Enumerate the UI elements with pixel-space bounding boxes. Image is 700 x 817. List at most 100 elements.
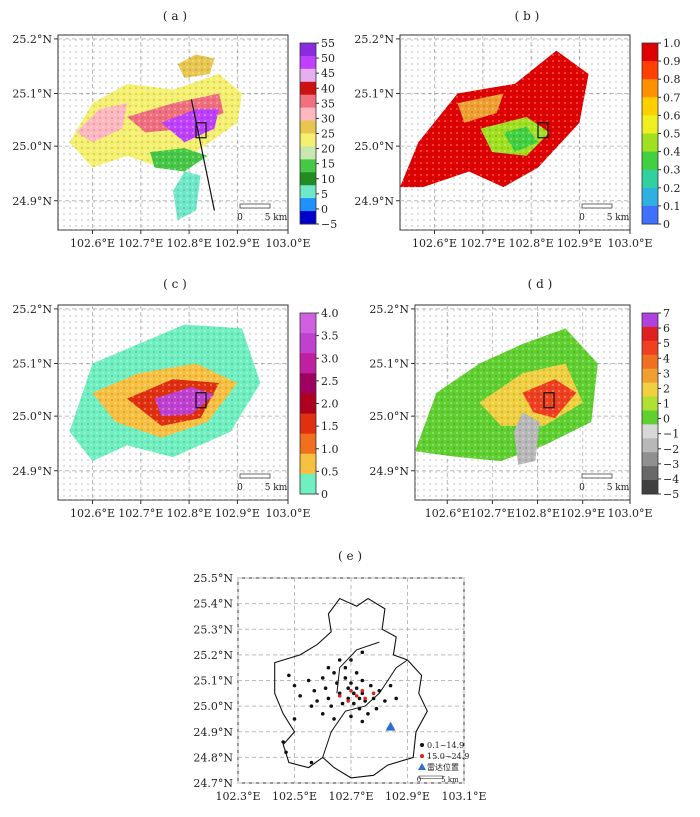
y-tick-label: 25.1°N <box>12 88 52 101</box>
station-point-low <box>309 704 314 708</box>
echo-texture <box>400 35 630 230</box>
radar-panel-a: ( a ) 0 5 km 25.2°N 25.1°N 25.0°N 24.9°N 102.6°… <box>12 9 337 250</box>
station-point-low <box>337 691 342 696</box>
x-tick-label: 102.7°E <box>328 790 373 803</box>
x-tick-label: 102.7°E <box>118 507 163 520</box>
colorbar-segment <box>300 313 316 334</box>
colorbar-tick-label: −5 <box>663 488 679 501</box>
station-point-low <box>368 683 373 688</box>
x-tick-label: 103.0°E <box>607 507 652 520</box>
colorbar-tick-label: 45 <box>321 67 335 80</box>
scalebar <box>581 473 613 479</box>
colorbar-tick-label: 0.5 <box>321 465 339 478</box>
colorbar-segment <box>642 368 658 384</box>
scalebar-end: 5 km <box>265 213 288 223</box>
scalebar-start: 0 <box>237 483 243 493</box>
colorbar-tick-label: 0.7 <box>663 91 681 104</box>
station-point-low <box>306 678 311 683</box>
colorbar-tick-label: 3.5 <box>321 330 339 343</box>
colorbar-segment <box>300 393 316 415</box>
station-point-low <box>394 696 399 701</box>
y-tick-label: 25.0°N <box>369 410 409 423</box>
colorbar-tick-label: 0.9 <box>663 55 681 68</box>
colorbar-tick-label: 0.3 <box>663 164 681 177</box>
colorbar-segment <box>642 151 658 171</box>
y-tick-label: 25.3°N <box>193 623 233 636</box>
colorbar-segment <box>300 211 316 225</box>
colorbar-segment <box>300 133 316 147</box>
station-point-low <box>326 696 331 701</box>
radar-panel-c: ( c ) 0 5 km 25.2°N 25.1°N 25.0°N 24.9°N 102.6°… <box>12 277 338 520</box>
station-point-low <box>284 750 288 755</box>
colorbar-tick-label: 6 <box>663 322 670 335</box>
x-tick-label: 102.8°E <box>509 237 554 250</box>
legend-marker <box>418 763 426 770</box>
colorbar-segment <box>300 107 316 122</box>
colorbar-segment <box>300 43 316 57</box>
scalebar-end: 5 km <box>441 776 459 784</box>
colorbar-segment <box>300 159 316 173</box>
x-tick-label: 103.0°E <box>265 507 310 520</box>
colorbar-segment <box>300 198 316 212</box>
colorbar-segment <box>642 205 658 225</box>
station-point-low <box>360 719 365 724</box>
colorbar-tick-label: 0.4 <box>663 146 681 159</box>
y-tick-label: 25.1°N <box>12 358 52 371</box>
x-tick-label: 102.8°E <box>515 507 560 520</box>
colorbar-tick-label: 55 <box>321 37 335 50</box>
scalebar-start: 0 <box>237 213 243 223</box>
colorbar-tick-label: 0.1 <box>663 200 681 213</box>
colorbar-tick-label: 2.0 <box>321 398 339 411</box>
y-tick-label: 25.1°N <box>193 675 233 688</box>
colorbar-segment <box>300 68 316 83</box>
x-tick-label: 103.0°E <box>265 237 310 250</box>
x-tick-label: 102.3°E <box>215 790 260 803</box>
station-point-low <box>329 704 334 708</box>
colorbar-tick-label: 1.0 <box>321 443 339 456</box>
panel-label: ( a ) <box>163 9 187 23</box>
y-tick-label: 25.0°N <box>12 140 52 153</box>
station-point-high <box>360 688 365 693</box>
station-point-low <box>352 701 356 706</box>
station-point-low <box>335 681 339 685</box>
colorbar-tick-label: 4.0 <box>321 307 339 320</box>
colorbar-segment <box>300 353 316 374</box>
colorbar-tick-label: 30 <box>321 112 335 125</box>
colorbar-segment <box>642 187 658 207</box>
colorbar-tick-label: 7 <box>663 307 670 320</box>
y-tick-label: 25.1°N <box>369 358 409 371</box>
scalebar-end: 5 km <box>607 213 630 223</box>
storm-box <box>543 392 555 409</box>
station-point-low <box>349 681 353 685</box>
y-tick-label: 25.4°N <box>193 598 233 611</box>
scalebar-end: 5 km <box>265 483 288 493</box>
radar-site-marker <box>385 721 396 731</box>
x-tick-label: 102.8°E <box>167 237 212 250</box>
colorbar-tick-label: 2 <box>663 382 670 395</box>
colorbar-tick-label: −2 <box>663 443 679 456</box>
station-point-high <box>354 694 359 698</box>
colorbar-segment <box>642 452 658 467</box>
colorbar-segment <box>300 172 316 186</box>
station-point-low <box>309 760 314 765</box>
y-tick-label: 25.2°N <box>193 649 233 662</box>
echo-texture <box>58 305 288 500</box>
station-point-low <box>287 673 291 678</box>
station-point-low <box>377 688 382 693</box>
station-point-low <box>357 706 362 711</box>
colorbar-segment <box>642 340 658 356</box>
y-tick-label: 24.9°N <box>369 465 409 478</box>
colorbar-segment <box>642 43 658 62</box>
station-point-low <box>292 683 297 688</box>
x-tick-label: 102.7°E <box>470 507 515 520</box>
station-point-low <box>281 740 286 744</box>
legend-label: 15.0~24.9 <box>427 752 469 761</box>
colorbar-segment <box>642 97 658 116</box>
x-tick-label: 102.5°E <box>272 790 317 803</box>
colorbar-tick-label: −1 <box>663 428 679 441</box>
station-point-low <box>292 717 297 721</box>
colorbar-tick-label: 2.5 <box>321 375 339 388</box>
station-point-low <box>388 683 393 688</box>
x-tick-label: 102.9°E <box>215 237 260 250</box>
x-tick-label: 102.7°E <box>118 237 163 250</box>
